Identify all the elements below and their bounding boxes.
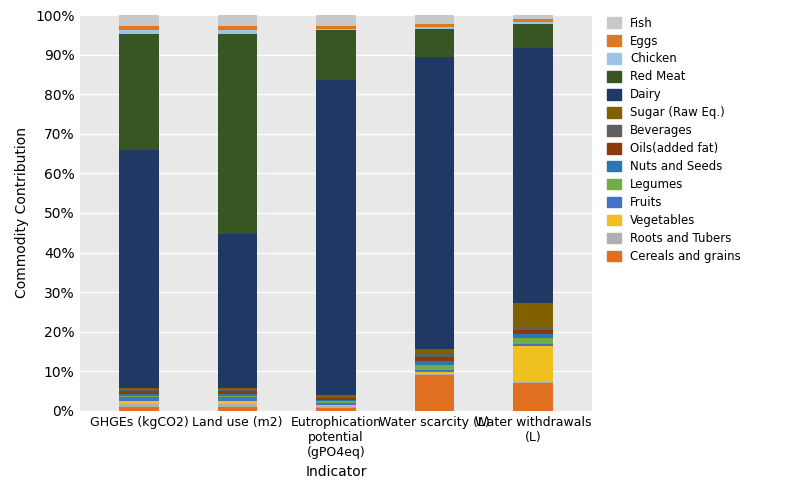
Bar bbox=[218, 388, 258, 389]
Bar bbox=[514, 24, 553, 48]
Bar bbox=[514, 334, 553, 338]
Bar bbox=[218, 389, 258, 391]
Bar bbox=[218, 396, 258, 397]
Bar bbox=[414, 361, 454, 365]
Bar bbox=[218, 15, 258, 26]
Bar bbox=[316, 398, 356, 400]
Bar bbox=[514, 346, 553, 382]
Bar bbox=[414, 353, 454, 357]
Y-axis label: Commodity Contribution: Commodity Contribution bbox=[15, 127, 30, 299]
Bar bbox=[514, 48, 553, 303]
Bar bbox=[218, 233, 258, 388]
Bar bbox=[514, 330, 553, 334]
Bar bbox=[414, 370, 454, 372]
Bar bbox=[316, 15, 356, 26]
Bar bbox=[119, 407, 158, 411]
Legend: Fish, Eggs, Chicken, Red Meat, Dairy, Sugar (Raw Eq.), Beverages, Oils(added fat: Fish, Eggs, Chicken, Red Meat, Dairy, Su… bbox=[603, 13, 745, 267]
Bar bbox=[414, 27, 454, 29]
Bar bbox=[514, 15, 553, 19]
Bar bbox=[514, 22, 553, 24]
Bar bbox=[514, 19, 553, 22]
Bar bbox=[514, 383, 553, 411]
Bar bbox=[119, 26, 158, 30]
Bar bbox=[514, 303, 553, 327]
Bar bbox=[119, 34, 158, 150]
Bar bbox=[414, 24, 454, 27]
Bar bbox=[119, 400, 158, 404]
Bar bbox=[218, 400, 258, 404]
Bar bbox=[316, 31, 356, 80]
Bar bbox=[316, 403, 356, 404]
Bar bbox=[119, 391, 158, 394]
Bar bbox=[119, 15, 158, 26]
Bar bbox=[119, 404, 158, 407]
Bar bbox=[414, 357, 454, 361]
Bar bbox=[316, 397, 356, 398]
Bar bbox=[119, 389, 158, 391]
Bar bbox=[119, 394, 158, 396]
Bar bbox=[414, 372, 454, 374]
Bar bbox=[414, 375, 454, 411]
Bar bbox=[218, 394, 258, 396]
Bar bbox=[414, 29, 454, 57]
Bar bbox=[218, 404, 258, 407]
Bar bbox=[316, 408, 356, 411]
Bar bbox=[414, 15, 454, 24]
Bar bbox=[316, 29, 356, 31]
Bar bbox=[119, 396, 158, 397]
Bar bbox=[514, 344, 553, 346]
Bar bbox=[119, 150, 158, 388]
Bar bbox=[414, 57, 454, 350]
Bar bbox=[316, 395, 356, 397]
Bar bbox=[316, 400, 356, 401]
Bar bbox=[316, 26, 356, 29]
Bar bbox=[218, 26, 258, 30]
Bar bbox=[119, 30, 158, 34]
Bar bbox=[218, 397, 258, 400]
Bar bbox=[316, 401, 356, 403]
Bar bbox=[218, 34, 258, 233]
Bar bbox=[119, 388, 158, 389]
Bar bbox=[414, 365, 454, 370]
Bar bbox=[316, 80, 356, 395]
Bar bbox=[514, 338, 553, 344]
Bar bbox=[414, 374, 454, 375]
X-axis label: Indicator: Indicator bbox=[306, 465, 366, 479]
Bar bbox=[218, 391, 258, 394]
Bar bbox=[218, 30, 258, 34]
Bar bbox=[316, 404, 356, 406]
Bar bbox=[218, 407, 258, 411]
Bar bbox=[514, 327, 553, 330]
Bar bbox=[514, 382, 553, 383]
Bar bbox=[119, 397, 158, 400]
Bar bbox=[316, 406, 356, 408]
Bar bbox=[414, 350, 454, 353]
